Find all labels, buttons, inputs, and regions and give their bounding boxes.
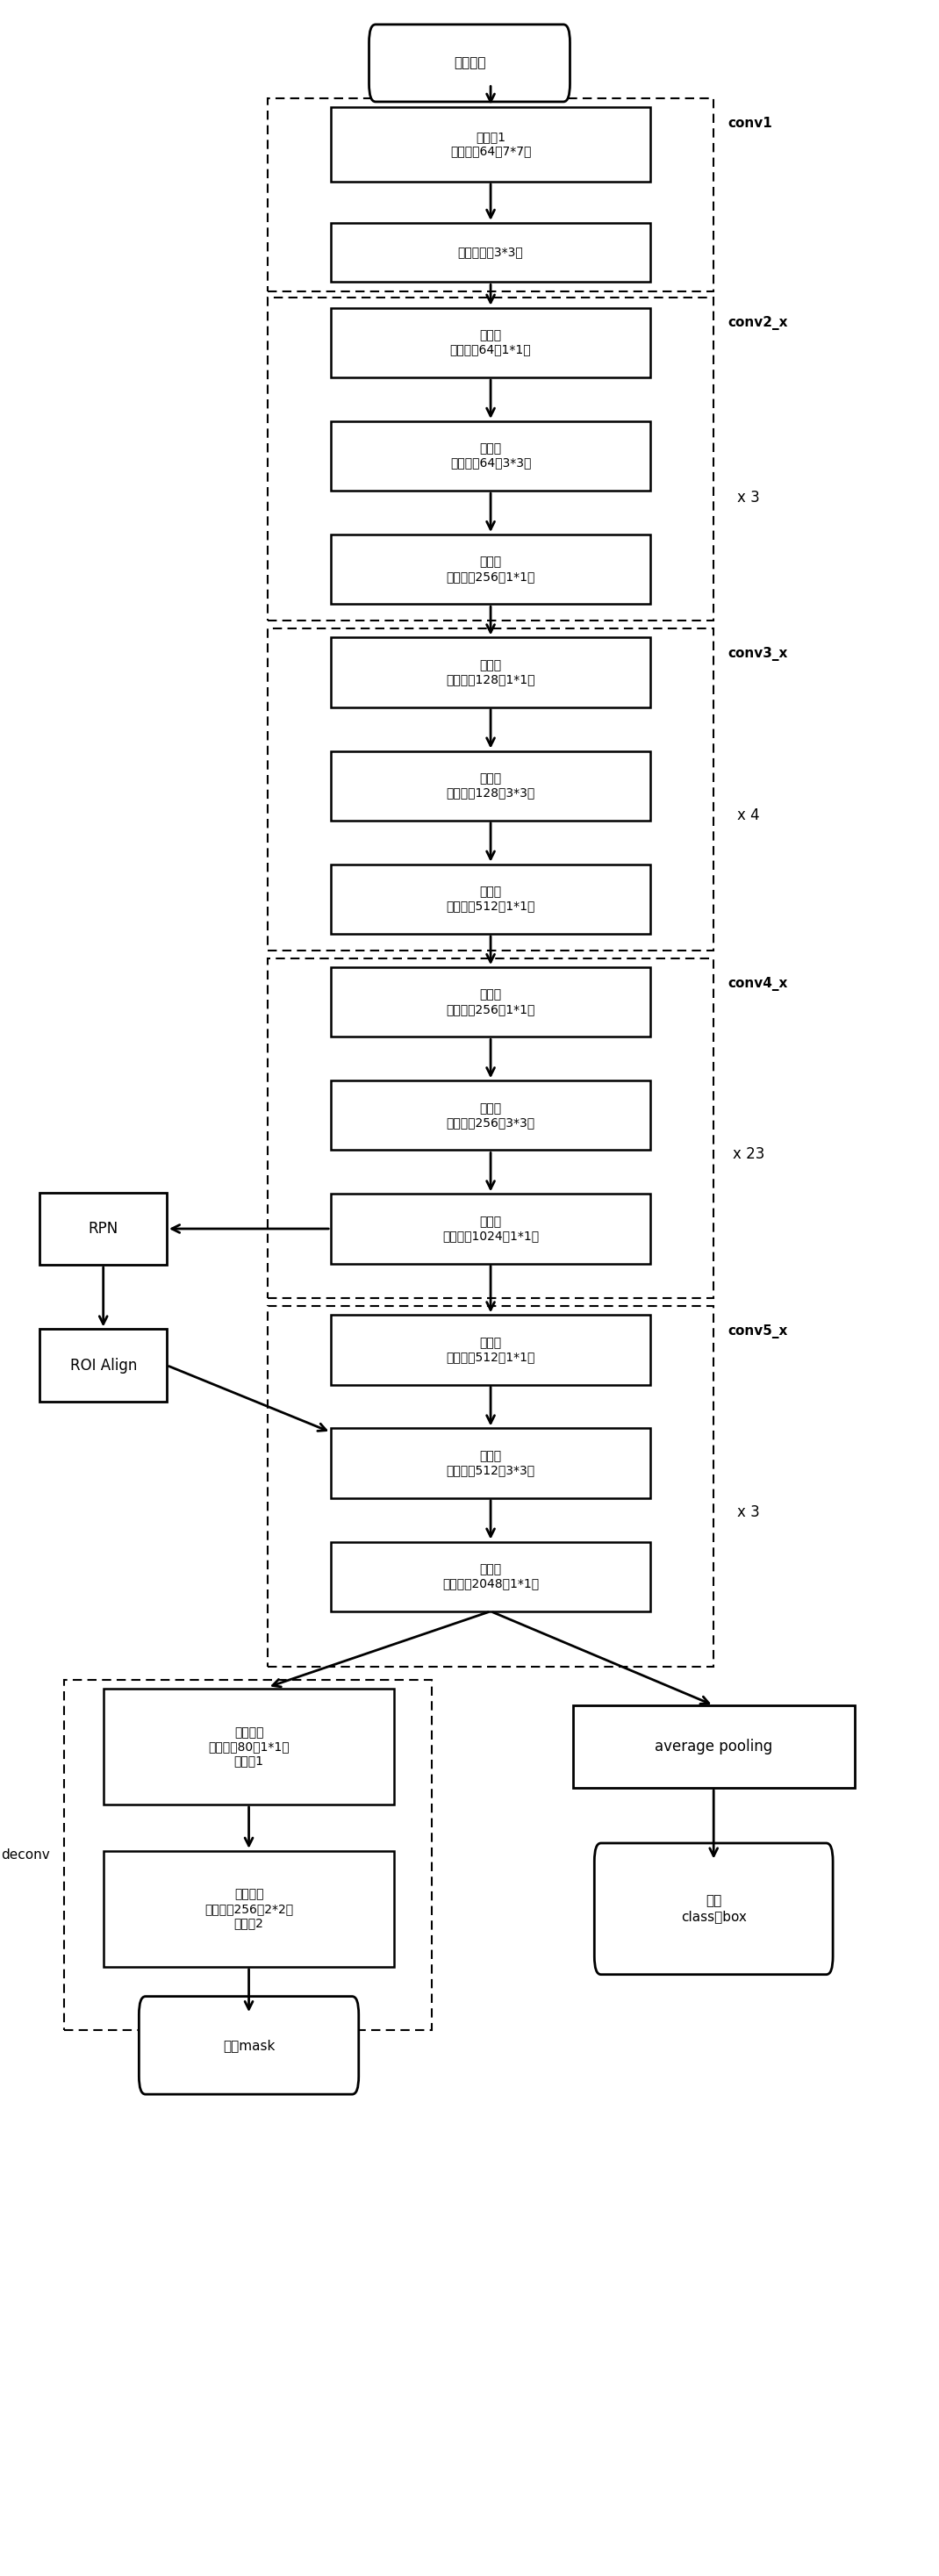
Text: 最大池化（3*3）: 最大池化（3*3） xyxy=(458,247,523,258)
Text: RPN: RPN xyxy=(88,1221,118,1236)
Text: 卷积层
卷积核：512（3*3）: 卷积层 卷积核：512（3*3） xyxy=(446,1450,535,1476)
Text: 输出
class、box: 输出 class、box xyxy=(681,1893,747,1924)
Text: 卷积层
卷积核：256（3*3）: 卷积层 卷积核：256（3*3） xyxy=(446,1103,535,1128)
Text: x 23: x 23 xyxy=(732,1146,764,1162)
Text: 卷积层
卷积核：128（1*1）: 卷积层 卷积核：128（1*1） xyxy=(446,659,535,685)
Text: conv4_x: conv4_x xyxy=(728,976,788,992)
Text: 卷积层
卷积核：512（1*1）: 卷积层 卷积核：512（1*1） xyxy=(446,886,535,912)
Bar xyxy=(573,1705,854,1788)
Text: 卷积层
卷积核：64（3*3）: 卷积层 卷积核：64（3*3） xyxy=(450,443,531,469)
Text: 卷积层
卷积核：256（1*1）: 卷积层 卷积核：256（1*1） xyxy=(446,989,535,1015)
Bar xyxy=(331,752,650,822)
Text: 反卷积层
卷积核：80（1*1）
步长：1: 反卷积层 卷积核：80（1*1） 步长：1 xyxy=(208,1726,289,1767)
Bar xyxy=(331,420,650,489)
Bar xyxy=(331,966,650,1036)
Text: 卷积层
卷积核：2048（1*1）: 卷积层 卷积核：2048（1*1） xyxy=(442,1564,539,1589)
Text: 卷积层
卷积核：512（1*1）: 卷积层 卷积核：512（1*1） xyxy=(446,1337,535,1363)
Text: conv2_x: conv2_x xyxy=(728,317,788,330)
Text: x 3: x 3 xyxy=(737,489,760,505)
Text: conv3_x: conv3_x xyxy=(728,647,788,662)
Bar xyxy=(331,222,650,281)
Text: 卷积层
卷积核：128（3*3）: 卷积层 卷积核：128（3*3） xyxy=(446,773,535,799)
Text: 卷积层
卷积核：64（1*1）: 卷积层 卷积核：64（1*1） xyxy=(450,330,531,355)
Bar xyxy=(331,309,650,379)
Bar xyxy=(331,1082,650,1149)
Text: conv1: conv1 xyxy=(728,116,772,131)
Bar xyxy=(331,863,650,933)
Text: 卷积层1
卷积核：64（7*7）: 卷积层1 卷积核：64（7*7） xyxy=(450,131,531,157)
Text: average pooling: average pooling xyxy=(654,1739,773,1754)
Bar xyxy=(331,1314,650,1386)
Bar xyxy=(331,536,650,603)
Text: 卷积层
卷积核：1024（1*1）: 卷积层 卷积核：1024（1*1） xyxy=(442,1216,539,1242)
Bar xyxy=(331,639,650,706)
Bar xyxy=(268,958,714,1298)
Text: deconv: deconv xyxy=(1,1847,50,1862)
Bar xyxy=(268,1306,714,1667)
Text: ROI Align: ROI Align xyxy=(69,1358,137,1373)
Bar xyxy=(331,106,650,180)
Text: x 3: x 3 xyxy=(737,1504,760,1520)
Text: 图像输入: 图像输入 xyxy=(454,57,485,70)
Bar xyxy=(103,1850,394,1968)
Text: 反卷积层
卷积核：256（2*2）
步长：2: 反卷积层 卷积核：256（2*2） 步长：2 xyxy=(205,1888,293,1929)
Bar xyxy=(64,1680,432,2030)
FancyBboxPatch shape xyxy=(369,23,570,100)
Text: 卷积层
卷积核：256（1*1）: 卷积层 卷积核：256（1*1） xyxy=(446,556,535,582)
Bar xyxy=(268,98,714,291)
Bar xyxy=(331,1427,650,1499)
Bar xyxy=(331,1193,650,1262)
Bar xyxy=(103,1690,394,1806)
Bar xyxy=(268,629,714,951)
Text: x 4: x 4 xyxy=(737,806,760,824)
Text: 输出mask: 输出mask xyxy=(223,2038,275,2053)
Bar xyxy=(268,299,714,621)
FancyBboxPatch shape xyxy=(594,1844,833,1973)
Bar xyxy=(331,1540,650,1613)
FancyBboxPatch shape xyxy=(139,1996,359,2094)
Text: conv5_x: conv5_x xyxy=(728,1324,788,1340)
Bar xyxy=(39,1193,167,1265)
Bar xyxy=(39,1329,167,1401)
